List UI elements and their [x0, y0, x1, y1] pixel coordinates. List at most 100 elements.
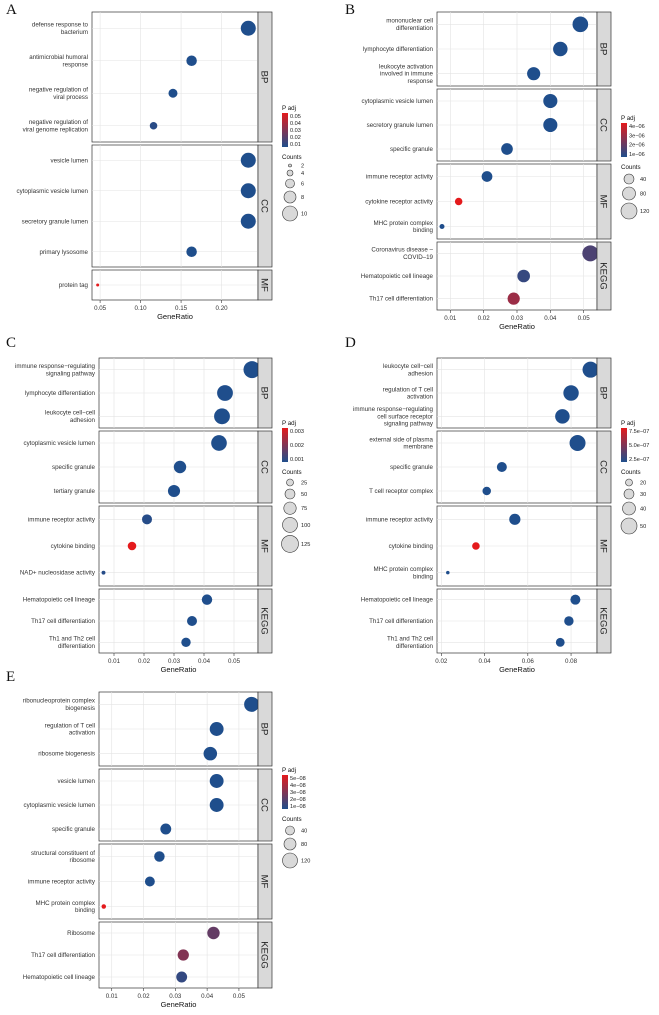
data-point [207, 926, 220, 940]
term-label: tertiary granule [54, 488, 96, 495]
term-label: T cell receptor complex [369, 488, 434, 495]
data-point [243, 361, 261, 379]
legend-size-dot [286, 478, 294, 487]
legend-size-label: 20 [640, 481, 646, 487]
term-label: leukocyte cell−cell adhesion [383, 363, 434, 377]
facet-cc: cytoplasmic vesicle lumen secretory granu… [361, 88, 612, 162]
legend-size-title: Counts [282, 154, 302, 161]
term-label: leukocyte cell−cell adhesion [45, 410, 96, 424]
term-label: cytokine binding [51, 543, 96, 550]
legend-size-label: 25 [301, 481, 307, 487]
data-point [177, 949, 189, 961]
legend-size-dot [620, 517, 638, 535]
data-point [211, 435, 227, 451]
term-label: cytoplasmic vesicle lumen [16, 188, 88, 195]
x-tick-label: 0.15 [175, 305, 188, 312]
term-label: negative regulation of viral genome repli… [23, 119, 89, 133]
facet-strip-label: MF [259, 875, 270, 889]
legend-size-title: Counts [621, 164, 641, 171]
data-point [127, 541, 137, 551]
legend-size-dot [622, 186, 636, 201]
facet-bp: defense response to bacterium antimicrobia… [23, 11, 273, 143]
facet-bp: leukocyte cell−cell adhesion regulation of… [353, 357, 612, 429]
facet-strip-label: BP [598, 43, 609, 56]
legend-size-dot [281, 535, 299, 553]
term-label: Th1 and Th2 cell differentiation [49, 636, 96, 650]
data-point [149, 122, 158, 130]
x-tick-label: 0.03 [169, 993, 182, 1000]
term-label: lymphocyte differentiation [363, 46, 434, 53]
data-point [501, 143, 513, 155]
term-label: Th1 and Th2 cell differentiation [387, 636, 434, 650]
legend-size-label: 6 [301, 182, 304, 188]
data-point [555, 637, 565, 647]
term-label: Th17 cell differentiation [31, 618, 95, 625]
legend-size-label: 50 [301, 492, 307, 498]
facet-strip [596, 163, 612, 240]
x-tick-label: 0.08 [565, 658, 578, 665]
data-point [472, 542, 480, 550]
facet-strip [596, 357, 612, 429]
x-tick-label: 0.06 [522, 658, 535, 665]
legend-color-tick: 0.03 [290, 128, 301, 134]
facet-bp: mononuclear cell differentiation lymphocyt… [363, 11, 612, 87]
legend-size-label: 120 [301, 859, 310, 865]
data-point [209, 722, 224, 736]
facet-mf: structural constituent of ribosome immune … [28, 843, 273, 920]
term-label: leukocyte activation involved in immune re… [379, 63, 434, 84]
legend-color-tick: 5e−08 [290, 776, 306, 782]
legend-color-tick: 0.003 [290, 429, 304, 435]
data-point [186, 55, 197, 66]
x-axis-title: GeneRatio [161, 1000, 197, 1009]
legend-size-label: 75 [301, 506, 307, 512]
term-label: Coronavirus disease – COVID–19 [371, 247, 433, 261]
facet-strip-label: CC [598, 118, 609, 132]
facet-strip-label: BP [259, 387, 270, 400]
term-label: cytokine receptor activity [365, 199, 434, 206]
facet-strip [596, 430, 612, 504]
data-point [168, 88, 178, 98]
facet-cc: vesicle lumen cytoplasmic vesicle lumen se… [16, 144, 273, 268]
data-point [187, 616, 197, 626]
term-label: Ribosome [67, 930, 95, 937]
facet-bp: immune response−regulating signaling path… [15, 357, 273, 429]
term-label: immune receptor activity [28, 879, 96, 886]
facet-strip-label: MF [259, 539, 270, 553]
facet-strip-label: KEGG [598, 607, 609, 634]
legend-color-tick: 0.02 [290, 135, 301, 141]
x-tick-label: 0.05 [233, 993, 246, 1000]
data-point [543, 117, 558, 133]
data-point [209, 798, 224, 812]
legend-size-dot [288, 163, 292, 168]
data-point [569, 435, 586, 451]
x-tick-label: 0.01 [444, 315, 457, 322]
data-point [240, 213, 256, 229]
facet-strip [257, 691, 273, 767]
legend-color-tick: 0.001 [290, 457, 304, 463]
legend-color-tick: 1e−06 [629, 152, 645, 158]
legend-color-bar [282, 428, 288, 462]
legend-color-tick: 3e−06 [629, 133, 645, 139]
data-point [527, 67, 541, 81]
legend-color-title: P adj [282, 767, 296, 774]
legend-color-bar [282, 113, 288, 147]
facet-strip [257, 768, 273, 842]
term-label: specific granule [52, 464, 96, 471]
facet-strip-label: CC [259, 798, 270, 812]
x-tick-label: 0.01 [108, 658, 121, 665]
facet-kegg: Hematopoietic cell lineage Th17 cell diff… [23, 588, 273, 654]
data-point [570, 594, 581, 605]
term-label: regulation of T cell activation [45, 722, 96, 736]
x-tick-label: 0.05 [94, 305, 107, 312]
data-point [240, 20, 256, 36]
facet-strip [257, 843, 273, 920]
data-point [217, 385, 233, 401]
facet-strip-label: MF [598, 195, 609, 209]
legend-size-dot [284, 488, 296, 500]
facet-strip [257, 921, 273, 989]
legend-color-bar [621, 123, 627, 157]
data-point [582, 245, 599, 262]
